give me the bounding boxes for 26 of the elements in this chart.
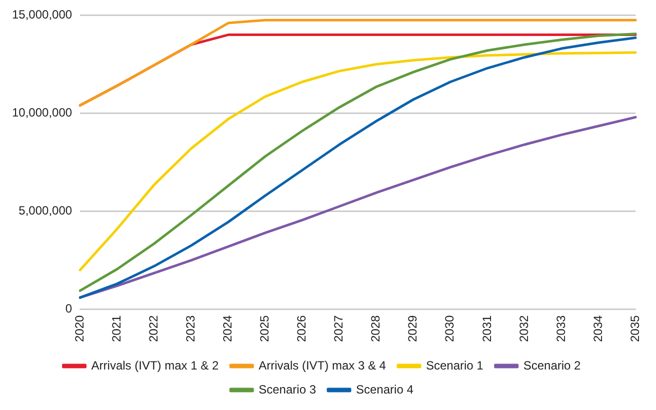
y-tick-label: 10,000,000 [12, 106, 72, 120]
x-tick-label: 2021 [109, 314, 124, 342]
x-tick-label: 2020 [72, 314, 86, 342]
x-tick-label: 2029 [406, 314, 420, 342]
x-tick-label: 2026 [294, 314, 309, 342]
legend-label: Scenario 4 [356, 382, 414, 396]
x-tick-label: 2024 [220, 314, 235, 342]
x-tick-label: 2023 [183, 314, 198, 342]
x-tick-label: 2025 [258, 314, 272, 342]
x-tick-label: 2034 [590, 314, 605, 342]
legend-label: Scenario 2 [523, 358, 582, 372]
x-tick-label: 2035 [628, 314, 642, 342]
y-tick-label: 15,000,000 [12, 8, 72, 22]
x-tick-label: 2028 [368, 314, 383, 342]
x-tick-label: 2032 [516, 314, 531, 342]
y-tick-label: 0 [65, 302, 72, 316]
legend-label: Scenario 3 [258, 382, 316, 396]
y-tick-label: 5,000,000 [18, 204, 72, 218]
x-tick-label: 2027 [332, 314, 346, 342]
x-tick-label: 2031 [480, 314, 494, 342]
legend-label: Arrivals (IVT) max 1 & 2 [91, 358, 219, 372]
x-tick-label: 2030 [442, 314, 457, 342]
legend-label: Arrivals (IVT) max 3 & 4 [258, 358, 386, 372]
legend-label: Scenario 1 [426, 358, 484, 372]
x-tick-label: 2033 [554, 314, 568, 342]
x-tick-label: 2022 [146, 314, 160, 342]
